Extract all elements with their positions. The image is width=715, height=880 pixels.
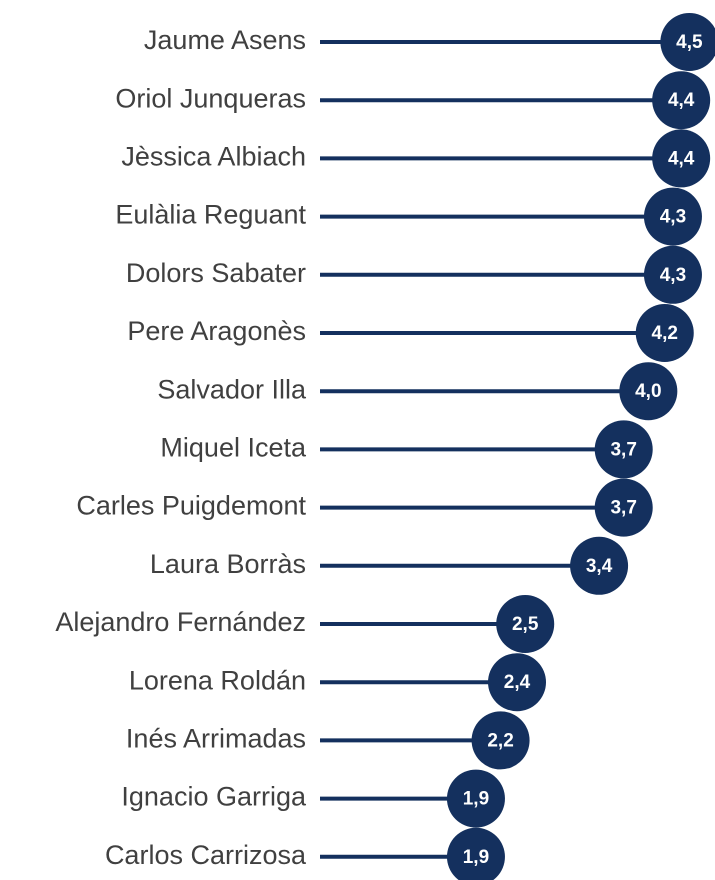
value-label: 1,9 bbox=[463, 789, 489, 810]
value-label: 4,4 bbox=[668, 148, 695, 169]
dot bbox=[652, 71, 711, 130]
category-label: Dolors Sabater bbox=[126, 258, 306, 288]
category-label: Oriol Junqueras bbox=[115, 83, 306, 113]
category-label: Jèssica Albiach bbox=[121, 142, 306, 172]
category-label: Carles Puigdemont bbox=[76, 491, 306, 521]
category-label: Pere Aragonès bbox=[127, 316, 306, 346]
value-label: 4,4 bbox=[668, 90, 695, 111]
dot bbox=[594, 420, 653, 479]
category-label: Salvador Illa bbox=[157, 374, 307, 404]
category-label: Laura Borràs bbox=[150, 549, 306, 579]
category-label: Inés Arrimadas bbox=[126, 724, 306, 754]
dot bbox=[635, 304, 694, 362]
category-label: Eulàlia Reguant bbox=[115, 200, 306, 230]
dot bbox=[660, 13, 715, 71]
category-label: Miquel Iceta bbox=[160, 433, 307, 463]
dot bbox=[643, 245, 702, 304]
value-label: 3,7 bbox=[610, 498, 636, 519]
dot bbox=[570, 536, 629, 595]
value-label: 2,2 bbox=[487, 730, 513, 751]
dot bbox=[446, 769, 505, 828]
dot bbox=[488, 653, 546, 712]
dot bbox=[446, 827, 505, 880]
dot bbox=[496, 595, 555, 653]
value-label: 1,9 bbox=[463, 847, 489, 868]
category-label: Carlos Carrizosa bbox=[105, 840, 307, 870]
dot bbox=[471, 711, 530, 770]
value-label: 2,4 bbox=[504, 672, 531, 693]
value-label: 4,0 bbox=[635, 381, 661, 402]
category-label: Lorena Roldán bbox=[129, 665, 306, 695]
category-label: Alejandro Fernández bbox=[55, 607, 306, 637]
value-label: 4,3 bbox=[660, 207, 686, 228]
value-label: 4,5 bbox=[676, 32, 703, 53]
value-label: 4,2 bbox=[652, 323, 678, 344]
value-label: 3,7 bbox=[610, 439, 636, 460]
dot bbox=[594, 478, 653, 537]
dot bbox=[643, 187, 702, 246]
value-label: 4,3 bbox=[660, 265, 686, 286]
category-label: Ignacio Garriga bbox=[121, 782, 307, 812]
value-label: 3,4 bbox=[586, 556, 613, 577]
category-label: Jaume Asens bbox=[144, 25, 306, 55]
value-label: 2,5 bbox=[512, 614, 539, 635]
dot bbox=[619, 362, 678, 421]
dot bbox=[652, 129, 711, 188]
